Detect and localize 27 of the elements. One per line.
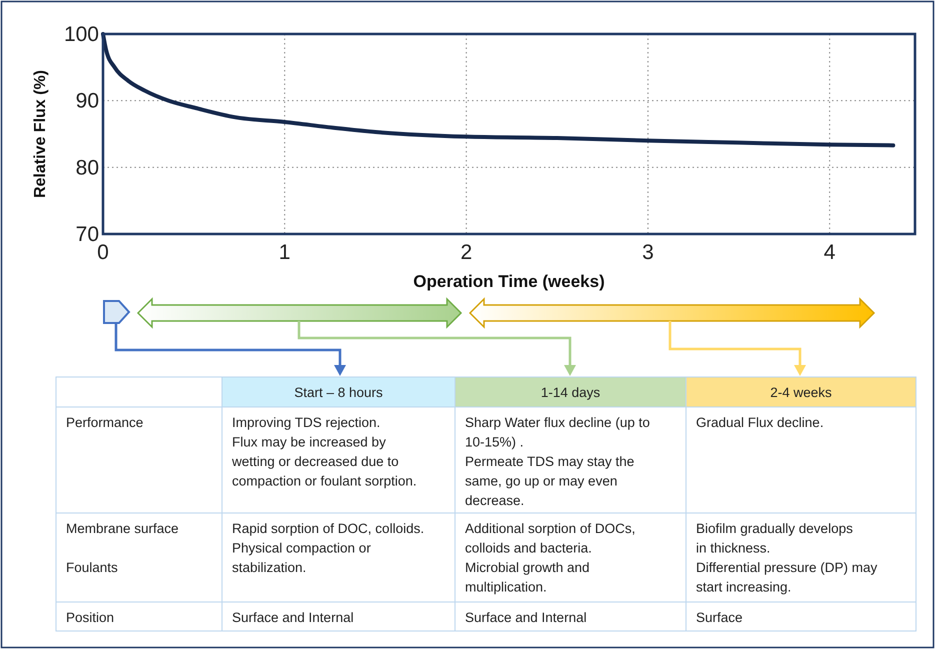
text: 2-4 weeks [770, 385, 832, 400]
x-tick-label: 4 [824, 241, 836, 264]
text: Improving TDS rejection. Flux may be increased by wetting or decreased due to compaction or foulant sorption. [231, 415, 417, 488]
text: Additional sorption of DOCs, colloids and bacteria. Microbial growth and multiplication. [465, 521, 636, 594]
text: Surface and Internal [232, 610, 354, 625]
y-axis-title: Relative Flux (%) [32, 70, 49, 198]
line-series [101, 32, 896, 148]
text: Start – 8 hours [294, 385, 384, 400]
x-axis-title: Operation Time (weeks) [413, 272, 605, 291]
text: Surface and Internal [465, 610, 587, 625]
x-tick-label: 3 [642, 241, 654, 264]
x-tick-label: 1 [278, 241, 290, 264]
text: Rapid sorption of DOC, colloids. Physical compaction or stabilization. [232, 521, 424, 575]
x-tick-label: 0 [97, 241, 109, 264]
text: 1-14 days [540, 385, 600, 400]
y-tick-label: 100 [64, 23, 99, 46]
text: Performance [66, 415, 144, 430]
text: Sharp Water flux decline (up to 10-15%) . Permeate TDS may stay the same, go up or may even decrease. [465, 415, 650, 508]
y-tick-label: 70 [76, 223, 99, 246]
y-tick-label: 80 [76, 156, 99, 180]
text: Membrane surface Foulants [66, 521, 179, 575]
text: Surface [696, 610, 743, 625]
text: Gradual Flux decline. [696, 415, 824, 430]
text: Biofilm gradually develops in thickness. Differential pressure (DP) may start increasing. [696, 521, 878, 594]
x-tick-label: 2 [460, 241, 472, 264]
y-tick-label: 90 [76, 90, 99, 113]
text: Position [66, 610, 114, 625]
